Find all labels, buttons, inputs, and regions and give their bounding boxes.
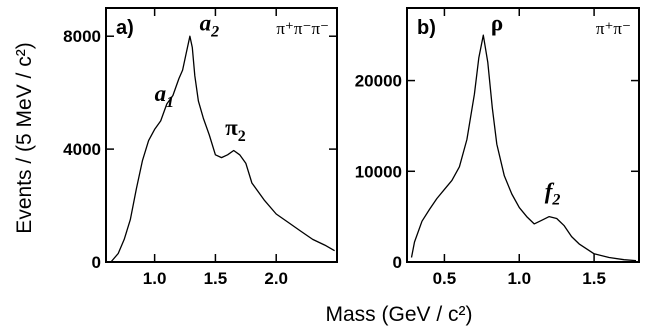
- resonance-label: a2: [200, 11, 220, 41]
- y-tick-label: 8000: [63, 27, 101, 46]
- resonance-label: π2: [225, 115, 246, 145]
- panel-label: a): [116, 17, 134, 39]
- y-tick-label: 4000: [63, 140, 101, 159]
- x-tick-label: 1.5: [204, 269, 228, 288]
- x-tick-label: 2.0: [264, 269, 288, 288]
- panel-label: b): [417, 17, 436, 39]
- panel-a: 1.0 1.5 2.0 0 4000 8000 a) π⁺π⁻π⁻ a1 a2 π2: [63, 7, 338, 288]
- x-axis-label: Mass (GeV / c²): [325, 303, 472, 326]
- y-tick-label: 0: [393, 253, 402, 272]
- x-tick-label: 0.5: [433, 269, 457, 288]
- decay-channel-label: π⁺π⁻π⁻: [276, 19, 329, 38]
- y-tick-label: 10000: [355, 162, 402, 181]
- y-tick-label: 0: [92, 253, 101, 272]
- mass-spectrum-line: [410, 34, 637, 262]
- resonance-label: ρ: [491, 11, 503, 36]
- plot-frame: [406, 7, 640, 263]
- x-tick-label: 1.0: [507, 269, 531, 288]
- x-tick-label: 1.0: [143, 269, 167, 288]
- y-axis-label: Events / (5 MeV / c²): [13, 42, 36, 233]
- plot-frame: [105, 7, 338, 263]
- decay-channel-label: π⁺π⁻: [596, 19, 631, 38]
- x-tick-label: 1.5: [582, 269, 606, 288]
- resonance-label: a1: [155, 81, 175, 111]
- resonance-label: f2: [545, 179, 561, 209]
- mass-spectrum-line: [110, 35, 335, 263]
- y-tick-label: 20000: [355, 72, 402, 91]
- panel-b: 0.5 1.0 1.5 0 10000 20000 b) π⁺π⁻ ρ f2: [355, 7, 640, 288]
